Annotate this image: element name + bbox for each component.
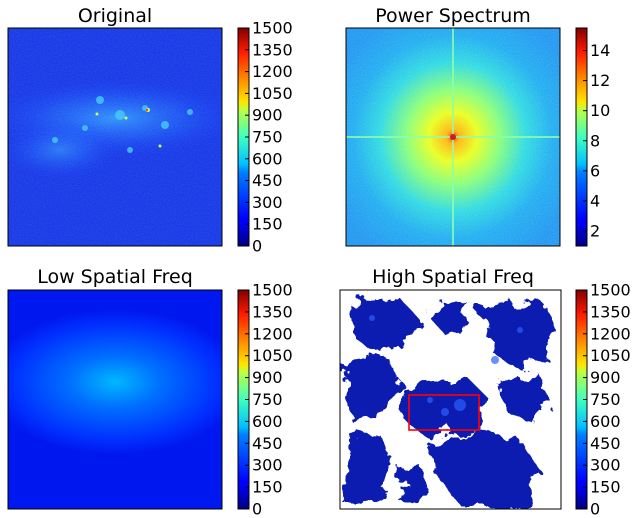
colorbar-tick-label: 900 bbox=[590, 368, 621, 387]
colorbar-tick-label: 1200 bbox=[252, 62, 293, 81]
heatmap-image bbox=[340, 290, 561, 509]
colorbar-tick-label: 6 bbox=[590, 161, 600, 180]
panel-low-spatial-freq: Low Spatial Freq 0 150 300 450 600 750 900 1050… bbox=[7, 266, 293, 518]
colorbar-tick-label: 600 bbox=[590, 412, 621, 431]
colorbar-tick-label: 1050 bbox=[252, 346, 293, 365]
panel-title: Power Spectrum bbox=[375, 5, 531, 27]
colorbar-tick-label: 0 bbox=[252, 500, 262, 518]
colorbar-tick-label: 750 bbox=[252, 128, 283, 147]
panel-high-spatial-freq: High Spatial Freq 0 150 300 450 bbox=[339, 266, 631, 518]
colorbar-tick-label: 900 bbox=[252, 106, 283, 125]
colorbar-tick-label: 8 bbox=[590, 131, 600, 150]
colorbar-tick-label: 1500 bbox=[590, 281, 631, 300]
colorbar-tick-label: 1500 bbox=[252, 19, 293, 38]
colorbar-tick-label: 900 bbox=[252, 368, 283, 387]
colorbar-tick-label: 1350 bbox=[252, 40, 293, 59]
colorbar-tick-label: 2 bbox=[590, 221, 600, 240]
colorbar-tick-label: 450 bbox=[252, 171, 283, 190]
colorbar-tick-label: 450 bbox=[590, 434, 621, 453]
panel-title: Original bbox=[78, 5, 152, 27]
panel-title: Low Spatial Freq bbox=[37, 266, 193, 288]
colorbar-tick-label: 1350 bbox=[252, 302, 293, 321]
panel-power-spectrum: Power Spectrum 2 4 6 8 10 12 14 bbox=[345, 5, 610, 247]
colorbar-tick-label: 4 bbox=[590, 191, 600, 210]
highlight-box bbox=[408, 394, 480, 431]
colorbar-tick-label: 1500 bbox=[252, 281, 293, 300]
colorbar-tick-label: 150 bbox=[252, 478, 283, 497]
colorbar bbox=[575, 27, 588, 247]
colorbar-tick-label: 14 bbox=[590, 41, 610, 60]
colorbar-tick-label: 1050 bbox=[252, 84, 293, 103]
colorbar-tick-label: 150 bbox=[252, 215, 283, 234]
colorbar-tick-label: 1200 bbox=[252, 324, 293, 343]
colorbar-tick-label: 750 bbox=[252, 390, 283, 409]
colorbar-tick-label: 150 bbox=[590, 478, 621, 497]
colorbar-tick-label: 1350 bbox=[590, 302, 631, 321]
colorbar-tick-label: 0 bbox=[252, 237, 262, 256]
colorbar-tick-label: 450 bbox=[252, 434, 283, 453]
colorbar-tick-label: 1050 bbox=[590, 346, 631, 365]
colorbar-tick-label: 300 bbox=[590, 456, 621, 475]
colorbar-tick-label: 600 bbox=[252, 149, 283, 168]
heatmap-image bbox=[346, 28, 560, 246]
colorbar-tick-label: 10 bbox=[590, 101, 610, 120]
colorbar-tick-label: 0 bbox=[590, 500, 600, 518]
panel-title: High Spatial Freq bbox=[372, 266, 534, 288]
heatmap-image bbox=[8, 290, 222, 509]
colorbar-tick-label: 600 bbox=[252, 412, 283, 431]
panel-original: Original 0 150 300 450 600 750 900 1050 1200 1350… bbox=[7, 5, 293, 256]
heatmap-image bbox=[8, 28, 222, 246]
colorbar-tick-label: 300 bbox=[252, 456, 283, 475]
colorbar-tick-label: 1200 bbox=[590, 324, 631, 343]
colorbar-tick-label: 750 bbox=[590, 390, 621, 409]
colorbar-tick-label: 300 bbox=[252, 193, 283, 212]
colorbar-tick-label: 12 bbox=[590, 71, 610, 90]
